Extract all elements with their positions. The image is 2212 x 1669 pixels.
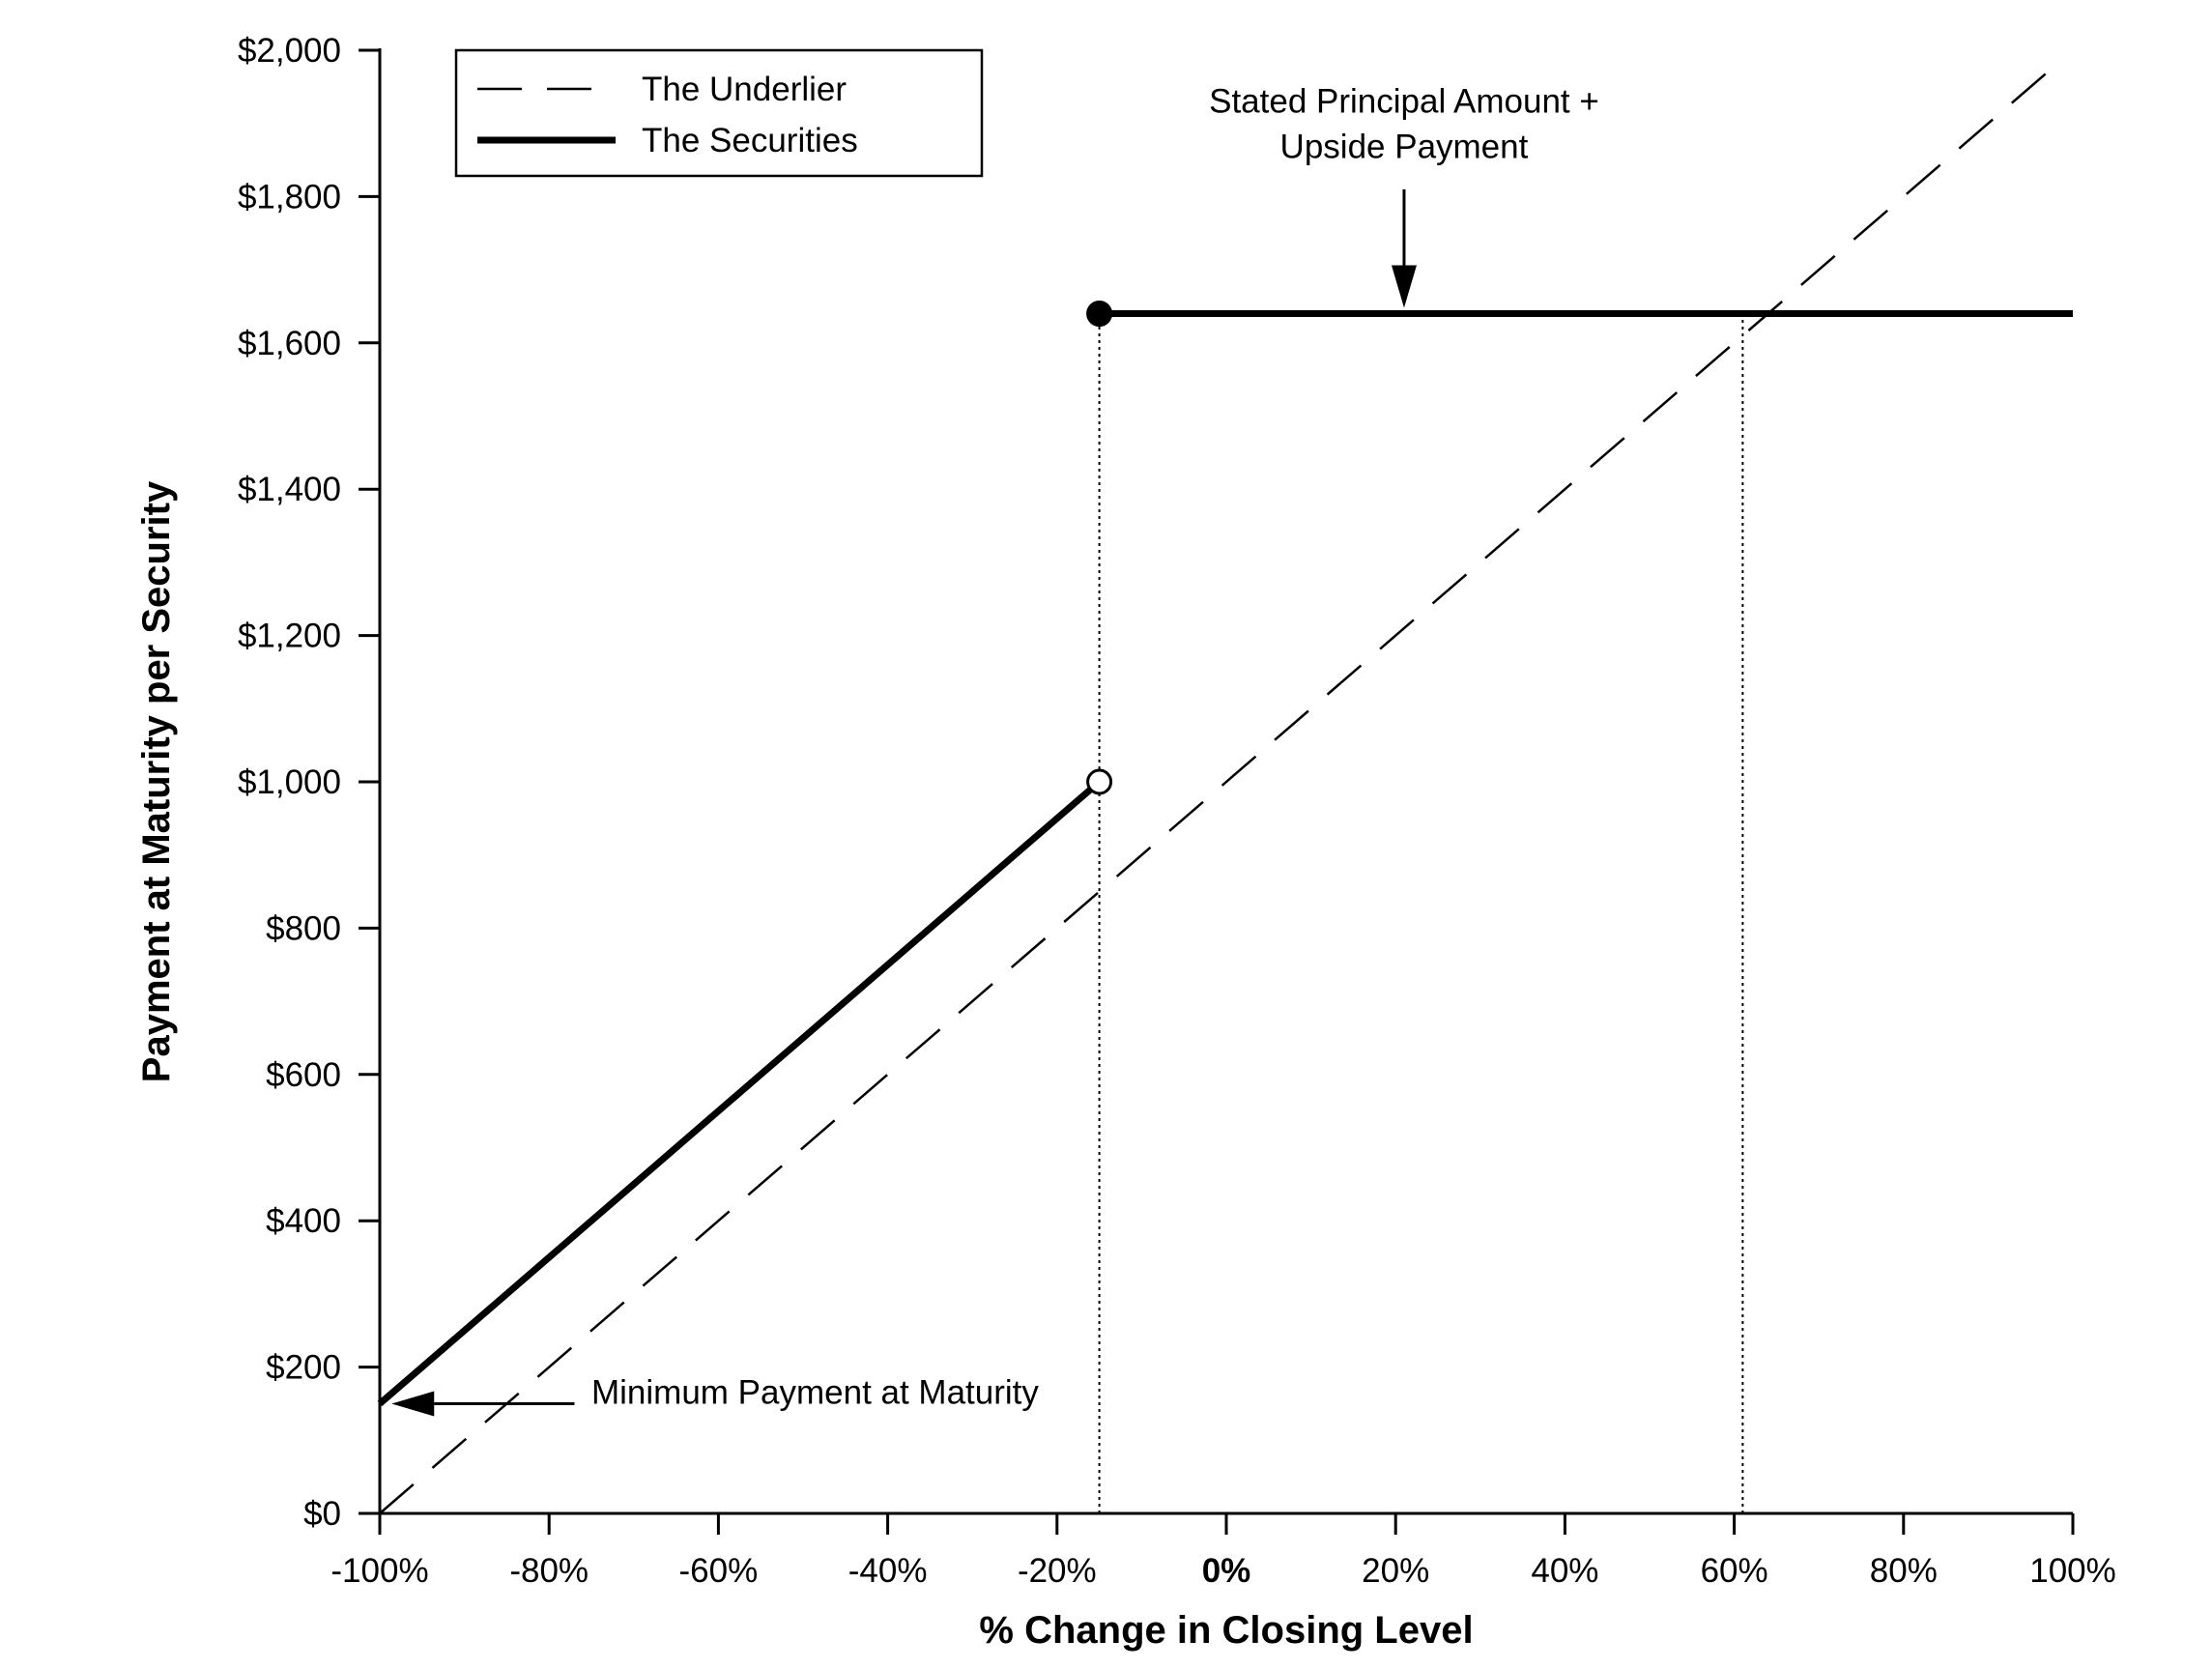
legend: The Underlier The Securities [454, 48, 984, 178]
y-axis-title: Payment at Maturity per Security [135, 480, 178, 1082]
series-the-securities [377, 301, 2073, 1407]
securities-segment-1 [377, 779, 1102, 1407]
y-tick-label: $200 [266, 1349, 341, 1387]
x-tick-label: -60% [679, 1552, 759, 1590]
annotations: Stated Principal Amount + Upside Payment M… [391, 82, 1599, 1417]
y-tick-label: $0 [303, 1495, 341, 1533]
x-tick-label: -80% [509, 1552, 589, 1590]
x-tick-label: 80% [1870, 1552, 1938, 1590]
y-tick-label: $1,000 [238, 763, 341, 801]
annotation-text-2-1: Minimum Payment at Maturity [591, 1373, 1039, 1411]
x-axis-title: % Change in Closing Level [979, 1609, 1473, 1652]
x-tick-label: 100% [2029, 1552, 2116, 1590]
y-tick-label: $1,600 [238, 325, 341, 362]
x-axis-ticks: -100% -80% -60% -40% -20% 0% 20% 40% 60% 80% 100% [330, 1513, 2116, 1590]
x-tick-label: -100% [330, 1552, 428, 1590]
x-tick-label: 20% [1362, 1552, 1429, 1590]
series-the-underlier [379, 71, 2049, 1514]
legend-box [454, 48, 984, 178]
x-tick-label: -40% [848, 1552, 928, 1590]
y-tick-label: $400 [266, 1202, 341, 1240]
x-tick-label: -20% [1018, 1552, 1097, 1590]
y-tick-label: $1,400 [238, 471, 341, 508]
x-tick-label: 60% [1701, 1552, 1768, 1590]
legend-label: The Securities [642, 122, 858, 159]
securities-marker-filled [1086, 301, 1113, 328]
securities-marker-open [1086, 768, 1113, 795]
x-tick-label: 40% [1531, 1552, 1598, 1590]
annotation-arrow-head-2 [391, 1391, 435, 1417]
annotation-text-1-1: Stated Principal Amount + [1209, 82, 1599, 120]
annotation-text-1-2: Upside Payment [1280, 128, 1529, 165]
y-tick-label: $1,800 [238, 178, 341, 216]
legend-label: The Underlier [642, 71, 847, 108]
annotation-arrow-head-1 [1391, 265, 1417, 308]
reference-lines [1098, 313, 1744, 1513]
y-tick-label: $2,000 [238, 32, 341, 70]
y-tick-label: $1,200 [238, 618, 341, 655]
y-tick-label: $600 [266, 1056, 341, 1094]
y-tick-label: $800 [266, 909, 341, 947]
x-tick-label: 0% [1202, 1552, 1251, 1590]
y-axis-ticks: $0 $200 $400 $600 $800 $1,000 $1,200 $1,400 $1,6… [238, 32, 380, 1533]
underlier-line [379, 71, 2049, 1514]
